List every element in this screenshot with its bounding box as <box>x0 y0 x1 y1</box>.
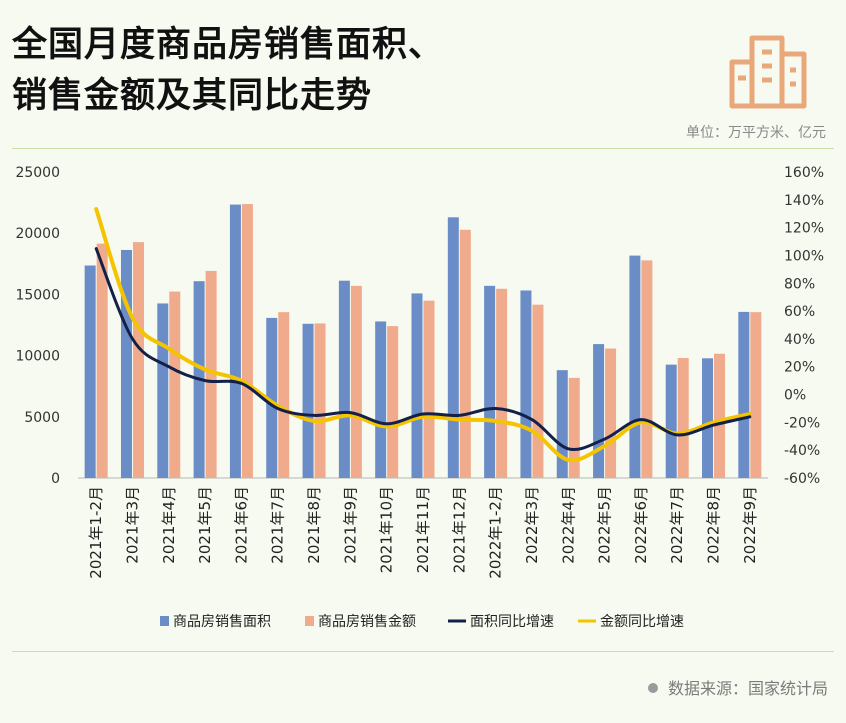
amount-bar <box>350 285 362 478</box>
x-axis-tick-label: 2022年8月 <box>705 486 723 564</box>
legend-swatch <box>305 616 314 626</box>
right-axis-tick-label: 100% <box>784 248 824 264</box>
x-axis-tick-label: 2021年11月 <box>414 486 432 573</box>
amount-bar <box>750 312 762 478</box>
source-note: 数据来源：国家统计局 <box>647 675 828 699</box>
amount-bar <box>714 353 726 478</box>
right-axis-tick-label: -60% <box>784 471 820 487</box>
x-axis-tick-label: 2022年5月 <box>596 486 614 564</box>
x-axis-tick-label: 2021年4月 <box>160 486 178 564</box>
right-axis-tick-label: -20% <box>784 415 820 431</box>
right-axis-tick-label: 120% <box>784 221 824 237</box>
amount-bar <box>96 243 108 478</box>
left-axis-tick-label: 10000 <box>15 349 60 365</box>
legend-label: 金额同比增速 <box>600 614 684 630</box>
legend-label: 商品房销售金额 <box>318 614 416 630</box>
area-yoy-line <box>94 247 752 451</box>
x-axis-tick-label: 2021年8月 <box>305 486 323 564</box>
amount-bar <box>641 260 653 478</box>
x-axis-tick-label: 2021年7月 <box>269 486 287 564</box>
x-axis-tick-label: 2022年9月 <box>741 486 759 564</box>
buildings-icon <box>729 35 807 109</box>
amount-bar <box>568 377 580 478</box>
amount-bar <box>132 242 144 478</box>
bullet-dot-icon <box>647 683 658 693</box>
x-axis-tick-label: 2021年12月 <box>450 486 468 573</box>
x-axis-tick-label: 2021年1-2月 <box>87 486 105 579</box>
area-bar <box>120 249 132 478</box>
amount-bar <box>677 358 689 478</box>
amount-yoy-line <box>94 207 752 463</box>
amount-bar <box>387 326 399 478</box>
left-axis-tick-label: 15000 <box>15 287 60 303</box>
amount-bar <box>605 348 617 478</box>
chart-title: 全国月度商品房销售面积、 销售金额及其同比走势 <box>12 20 444 122</box>
footer-divider <box>12 651 834 652</box>
area-bar <box>738 311 750 478</box>
x-axis-tick-label: 2022年6月 <box>632 486 650 564</box>
x-axis-tick-label: 2021年3月 <box>123 486 141 564</box>
x-axis-tick-label: 2021年6月 <box>232 486 250 564</box>
legend-label: 面积同比增速 <box>470 614 554 630</box>
title-line-1: 全国月度商品房销售面积、 <box>12 25 445 65</box>
area-bar <box>84 265 96 478</box>
legend-label: 商品房销售面积 <box>173 614 271 630</box>
source-text: 数据来源：国家统计局 <box>667 679 828 698</box>
left-axis-tick-label: 20000 <box>15 226 60 242</box>
area-bar <box>556 370 568 478</box>
x-axis-tick-label: 2022年4月 <box>559 486 577 564</box>
x-axis-tick-label: 2021年5月 <box>196 486 214 564</box>
amount-bar <box>169 291 181 478</box>
area-bar <box>484 285 496 478</box>
area-bar <box>665 364 677 478</box>
x-axis-tick-label: 2022年1-2月 <box>487 486 505 579</box>
left-axis-tick-label: 0 <box>51 471 60 487</box>
right-axis-tick-label: 160% <box>784 165 824 181</box>
area-bar <box>520 290 532 478</box>
left-axis-tick-label: 5000 <box>24 410 60 426</box>
amount-bar <box>205 270 217 478</box>
area-bar <box>447 217 459 478</box>
right-axis-tick-label: -40% <box>784 443 820 459</box>
chart-area: 0 5000 10000 15000 20000 25000 -60% -40% -20% 0% 2… <box>15 165 824 630</box>
area-bar <box>593 344 605 478</box>
left-axis-tick-label: 25000 <box>15 165 60 181</box>
unit-label: 单位：万平方米、亿元 <box>686 125 826 141</box>
amount-bar <box>314 323 326 478</box>
area-bar <box>302 323 314 478</box>
header-divider <box>12 148 834 149</box>
amount-bar <box>423 300 435 478</box>
right-axis-tick-label: 80% <box>784 276 815 292</box>
amount-bar <box>241 204 253 479</box>
area-bar <box>338 280 350 478</box>
x-axis-tick-label: 2021年10月 <box>378 486 396 573</box>
right-axis-tick-label: 0% <box>784 388 806 404</box>
amount-bar <box>278 312 290 478</box>
area-bar <box>266 317 278 478</box>
area-bar <box>157 303 169 478</box>
title-line-2: 销售金额及其同比走势 <box>12 76 373 116</box>
x-axis-tick-label: 2021年9月 <box>341 486 359 564</box>
right-axis-tick-label: 20% <box>784 360 815 376</box>
right-axis-tick-label: 60% <box>784 304 815 320</box>
legend-swatch <box>160 616 169 626</box>
right-axis-tick-label: 40% <box>784 332 815 348</box>
amount-bar <box>496 288 508 478</box>
area-bar <box>629 255 641 478</box>
amount-bar <box>532 304 544 478</box>
area-bar <box>702 358 714 478</box>
area-bar <box>411 293 423 478</box>
area-bar <box>229 204 241 478</box>
area-bar <box>375 321 387 478</box>
x-axis-tick-label: 2022年3月 <box>523 486 541 564</box>
x-axis-tick-label: 2022年7月 <box>668 486 686 564</box>
right-axis-tick-label: 140% <box>784 193 824 209</box>
amount-bar <box>459 229 471 478</box>
